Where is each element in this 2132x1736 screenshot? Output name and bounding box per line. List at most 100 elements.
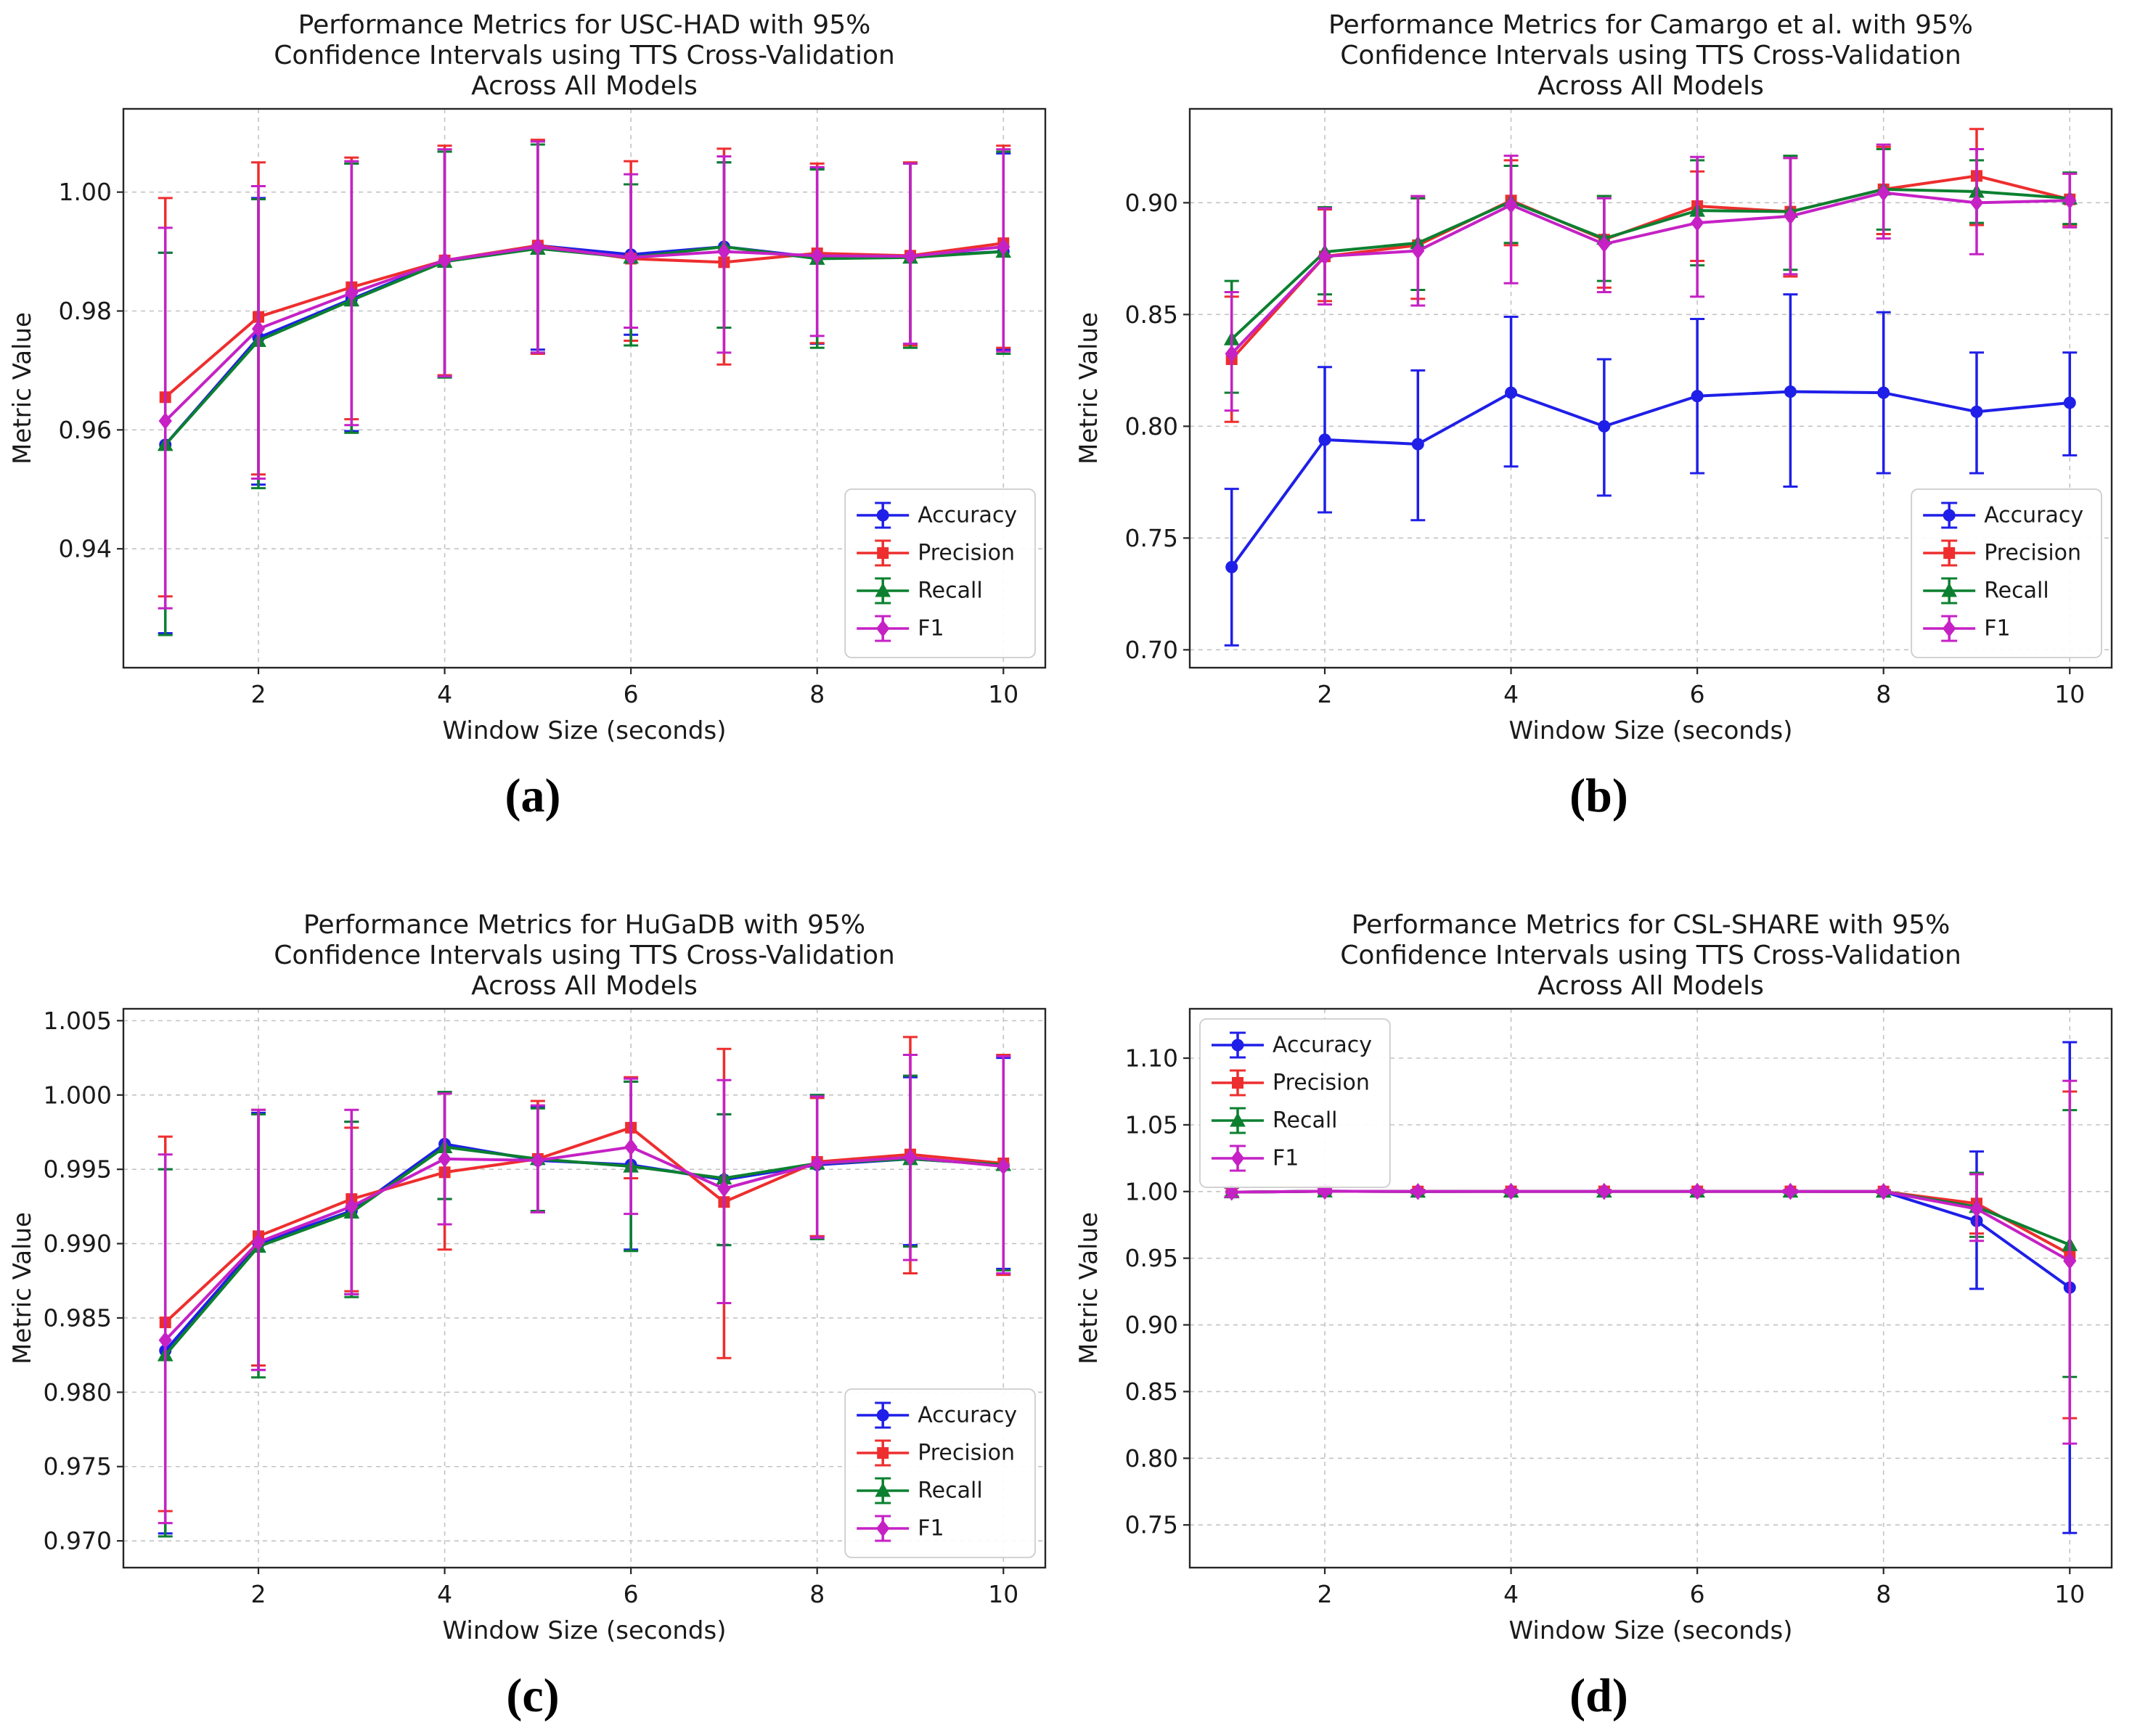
marker-f1: [717, 1179, 731, 1197]
x-tick-label: 2: [1317, 1580, 1332, 1608]
y-tick-label: 0.75: [1124, 524, 1177, 552]
chart-title-line: Across All Models: [1537, 71, 1764, 101]
x-tick-label: 4: [437, 680, 452, 708]
y-tick-label: 1.10: [1124, 1044, 1177, 1072]
legend-label: Accuracy: [1984, 503, 2083, 528]
x-tick-label: 4: [437, 1580, 452, 1608]
marker-f1: [531, 238, 544, 255]
marker-f1: [158, 1331, 172, 1349]
y-tick-label: 1.000: [44, 1081, 112, 1109]
marker-f1: [1503, 1182, 1518, 1200]
y-tick-label: 0.985: [44, 1303, 112, 1332]
marker-f1: [345, 284, 359, 302]
marker-f1: [2062, 1252, 2076, 1270]
legend-marker-accuracy: [876, 509, 889, 522]
x-tick-label: 4: [1503, 1580, 1519, 1608]
legend: Accuracy Precision Recall F1: [1198, 1018, 1391, 1188]
y-tick-label: 0.990: [44, 1229, 112, 1258]
y-tick-label: 0.94: [59, 535, 112, 563]
line-recall: [1230, 187, 2071, 341]
marker-f1: [1597, 1182, 1611, 1200]
subplot-a: 2 4 6 8 10 0.94 0.96 0.98 1.00 Performance Metric…: [0, 0, 1066, 868]
y-tick-label: 0.85: [1124, 1377, 1177, 1406]
chart-title-line: Across All Models: [1537, 971, 1764, 1001]
caption-b: (b): [1569, 769, 1628, 822]
subplot-d: 2 4 6 8 10 0.75 0.80 0.85 0.90 0.95 1.00 1.05 1.10 Pe…: [1066, 868, 2132, 1736]
marker-f1: [810, 247, 824, 265]
y-tick-label: 0.995: [44, 1155, 112, 1184]
legend-label: Precision: [1273, 1070, 1370, 1096]
marker-accuracy: [1597, 419, 1610, 433]
chart-title-line: Confidence Intervals using TTS Cross-Val…: [1340, 941, 1961, 970]
line-f1: [1230, 1190, 2071, 1263]
legend-marker-accuracy: [1231, 1039, 1243, 1052]
legend: Accuracy Precision Recall F1: [1910, 488, 2102, 658]
y-axis-label: Metric Value: [8, 1212, 37, 1364]
marker-accuracy: [1691, 390, 1704, 403]
marker-f1: [997, 1158, 1010, 1175]
legend-marker-accuracy: [1943, 509, 1956, 522]
y-tick-label: 1.005: [44, 1007, 112, 1035]
line-f1: [163, 1145, 1005, 1342]
marker-accuracy: [1969, 405, 1982, 418]
legend-label: Accuracy: [918, 1403, 1017, 1428]
tick-marks: [1183, 202, 2070, 674]
marker-f1: [438, 252, 452, 269]
marker-f1: [1969, 194, 1983, 212]
marker-f1: [1876, 184, 1890, 202]
x-axis-label: Window Size (seconds): [1508, 716, 1792, 745]
x-tick-label: 8: [1876, 680, 1891, 708]
marker-f1: [903, 1148, 918, 1166]
marker-f1: [1783, 1182, 1797, 1200]
y-tick-label: 0.75: [1124, 1511, 1177, 1539]
legend-marker-accuracy: [876, 1409, 889, 1422]
x-tick-label: 2: [251, 1580, 266, 1608]
marker-f1: [624, 1138, 638, 1156]
chart-title-line: Across All Models: [471, 971, 698, 1001]
chart-title-line: Confidence Intervals using TTS Cross-Val…: [274, 941, 895, 970]
series-f1: [158, 140, 1011, 610]
legend-marker-f1: [876, 620, 890, 637]
legend-label: Precision: [1984, 541, 2081, 566]
marker-f1: [1690, 214, 1704, 232]
marker-f1: [531, 1152, 544, 1169]
legend-label: F1: [1984, 616, 2010, 642]
chart-title-line: Performance Metrics for CSL-SHARE with 9…: [1351, 910, 1950, 940]
x-tick-label: 10: [2054, 680, 2085, 708]
line-f1: [163, 245, 1005, 423]
legend-label: F1: [1273, 1146, 1299, 1171]
y-tick-label: 1.00: [1124, 1177, 1177, 1205]
legend-marker-f1: [1230, 1150, 1244, 1167]
marker-accuracy: [1504, 386, 1517, 399]
marker-f1: [1876, 1182, 1890, 1200]
y-axis-label: Metric Value: [1074, 312, 1103, 464]
line-precision: [1230, 174, 2071, 361]
legend-label: Recall: [918, 1478, 983, 1504]
series-f1: [1224, 1079, 2077, 1445]
y-tick-label: 0.80: [1124, 412, 1177, 441]
marker-f1: [1783, 208, 1797, 225]
x-tick-label: 8: [1876, 1580, 1891, 1608]
legend-marker-f1: [876, 1520, 890, 1537]
marker-f1: [1225, 1183, 1238, 1201]
y-tick-label: 0.85: [1124, 300, 1177, 329]
marker-accuracy: [1411, 438, 1424, 451]
marker-f1: [1318, 247, 1331, 266]
legend-label: Accuracy: [1273, 1033, 1372, 1058]
series-f1: [1224, 143, 2077, 412]
y-tick-label: 0.96: [59, 416, 112, 444]
x-tick-label: 10: [988, 1580, 1018, 1608]
x-tick-label: 2: [1317, 680, 1332, 708]
chart-title-line: Confidence Intervals using TTS Cross-Val…: [274, 41, 895, 70]
marker-accuracy: [1318, 433, 1331, 446]
chart-hugadb: 2 4 6 8 10 0.970 0.975 0.980 0.985 0.990 0.995 1.00…: [0, 900, 1066, 1662]
series-f1: [158, 1053, 1011, 1525]
marker-f1: [251, 1233, 266, 1251]
y-tick-label: 1.00: [59, 178, 112, 206]
x-tick-label: 6: [1689, 1580, 1704, 1608]
marker-accuracy: [1784, 385, 1797, 398]
marker-f1: [158, 412, 172, 430]
legend-marker-precision: [1943, 547, 1955, 559]
legend-marker-f1: [1942, 620, 1956, 637]
